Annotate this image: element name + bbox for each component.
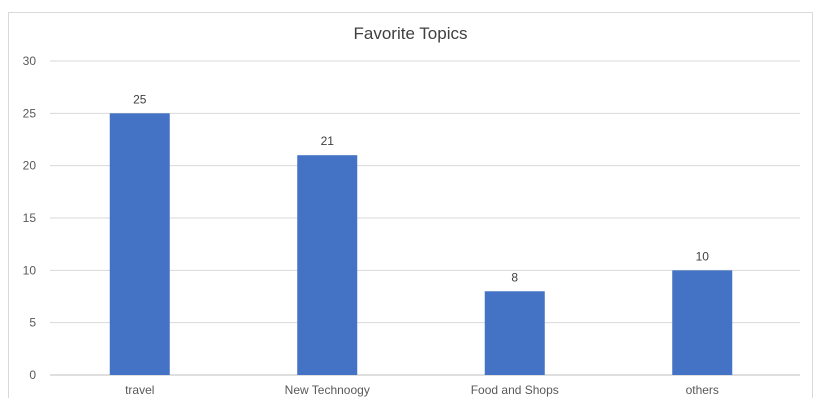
data-label: 10 (696, 249, 710, 263)
chart-border-right (812, 12, 813, 398)
x-tick-label: others (686, 383, 719, 397)
chart-border-left (8, 12, 9, 398)
y-tick-label: 20 (23, 159, 37, 173)
x-tick-label: travel (125, 383, 154, 397)
y-tick-label: 5 (29, 316, 36, 330)
x-tick-label: New Technoogy (285, 383, 370, 397)
x-tick-label: Food and Shops (471, 383, 559, 397)
data-label: 25 (133, 92, 147, 106)
chart-border-top (8, 12, 813, 13)
bar-food-and-shops (484, 291, 545, 375)
data-label: 21 (321, 134, 335, 148)
bar-new-technoogy (297, 155, 358, 375)
y-tick-label: 15 (23, 211, 37, 225)
y-tick-label: 10 (23, 263, 37, 277)
bar-travel (109, 113, 170, 375)
bar-others (672, 270, 733, 375)
y-tick-label: 25 (23, 106, 37, 120)
data-label: 8 (511, 270, 518, 284)
y-tick-label: 30 (23, 54, 37, 68)
chart-title: Favorite Topics (353, 24, 468, 43)
y-tick-label: 0 (29, 368, 36, 382)
